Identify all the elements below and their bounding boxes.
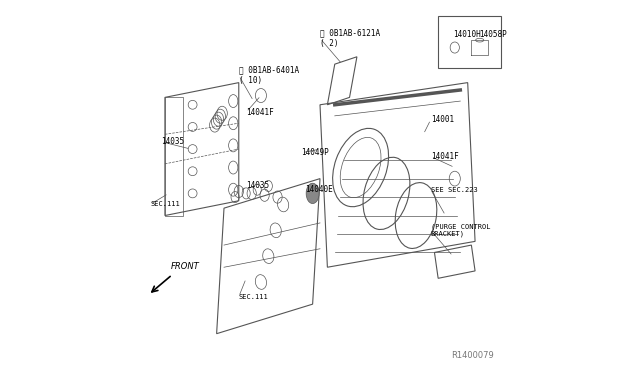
Text: 14001: 14001 (431, 115, 454, 124)
Text: SEC.111: SEC.111 (150, 202, 180, 208)
Text: Ⓑ 0B1AB-6121A
( 2): Ⓑ 0B1AB-6121A ( 2) (320, 29, 380, 48)
Text: 14040E: 14040E (305, 185, 333, 194)
Text: 14035: 14035 (161, 137, 184, 146)
Text: R1400079: R1400079 (451, 350, 493, 359)
Text: 14058P: 14058P (479, 30, 506, 39)
Text: 14049P: 14049P (301, 148, 330, 157)
Ellipse shape (306, 183, 319, 203)
Text: FRONT: FRONT (170, 262, 199, 271)
Text: 14041F: 14041F (246, 108, 274, 117)
Text: SEE SEC.223: SEE SEC.223 (431, 187, 477, 193)
Text: 14010H: 14010H (453, 30, 481, 39)
Text: 14035: 14035 (246, 182, 269, 190)
Text: 14041F: 14041F (431, 152, 458, 161)
Text: (PURGE CONTROL
BRACKET): (PURGE CONTROL BRACKET) (431, 223, 490, 237)
Text: SEC.111: SEC.111 (239, 294, 269, 300)
Bar (438, 16, 501, 68)
Text: Ⓑ 0B1AB-6401A
( 10): Ⓑ 0B1AB-6401A ( 10) (239, 65, 299, 85)
